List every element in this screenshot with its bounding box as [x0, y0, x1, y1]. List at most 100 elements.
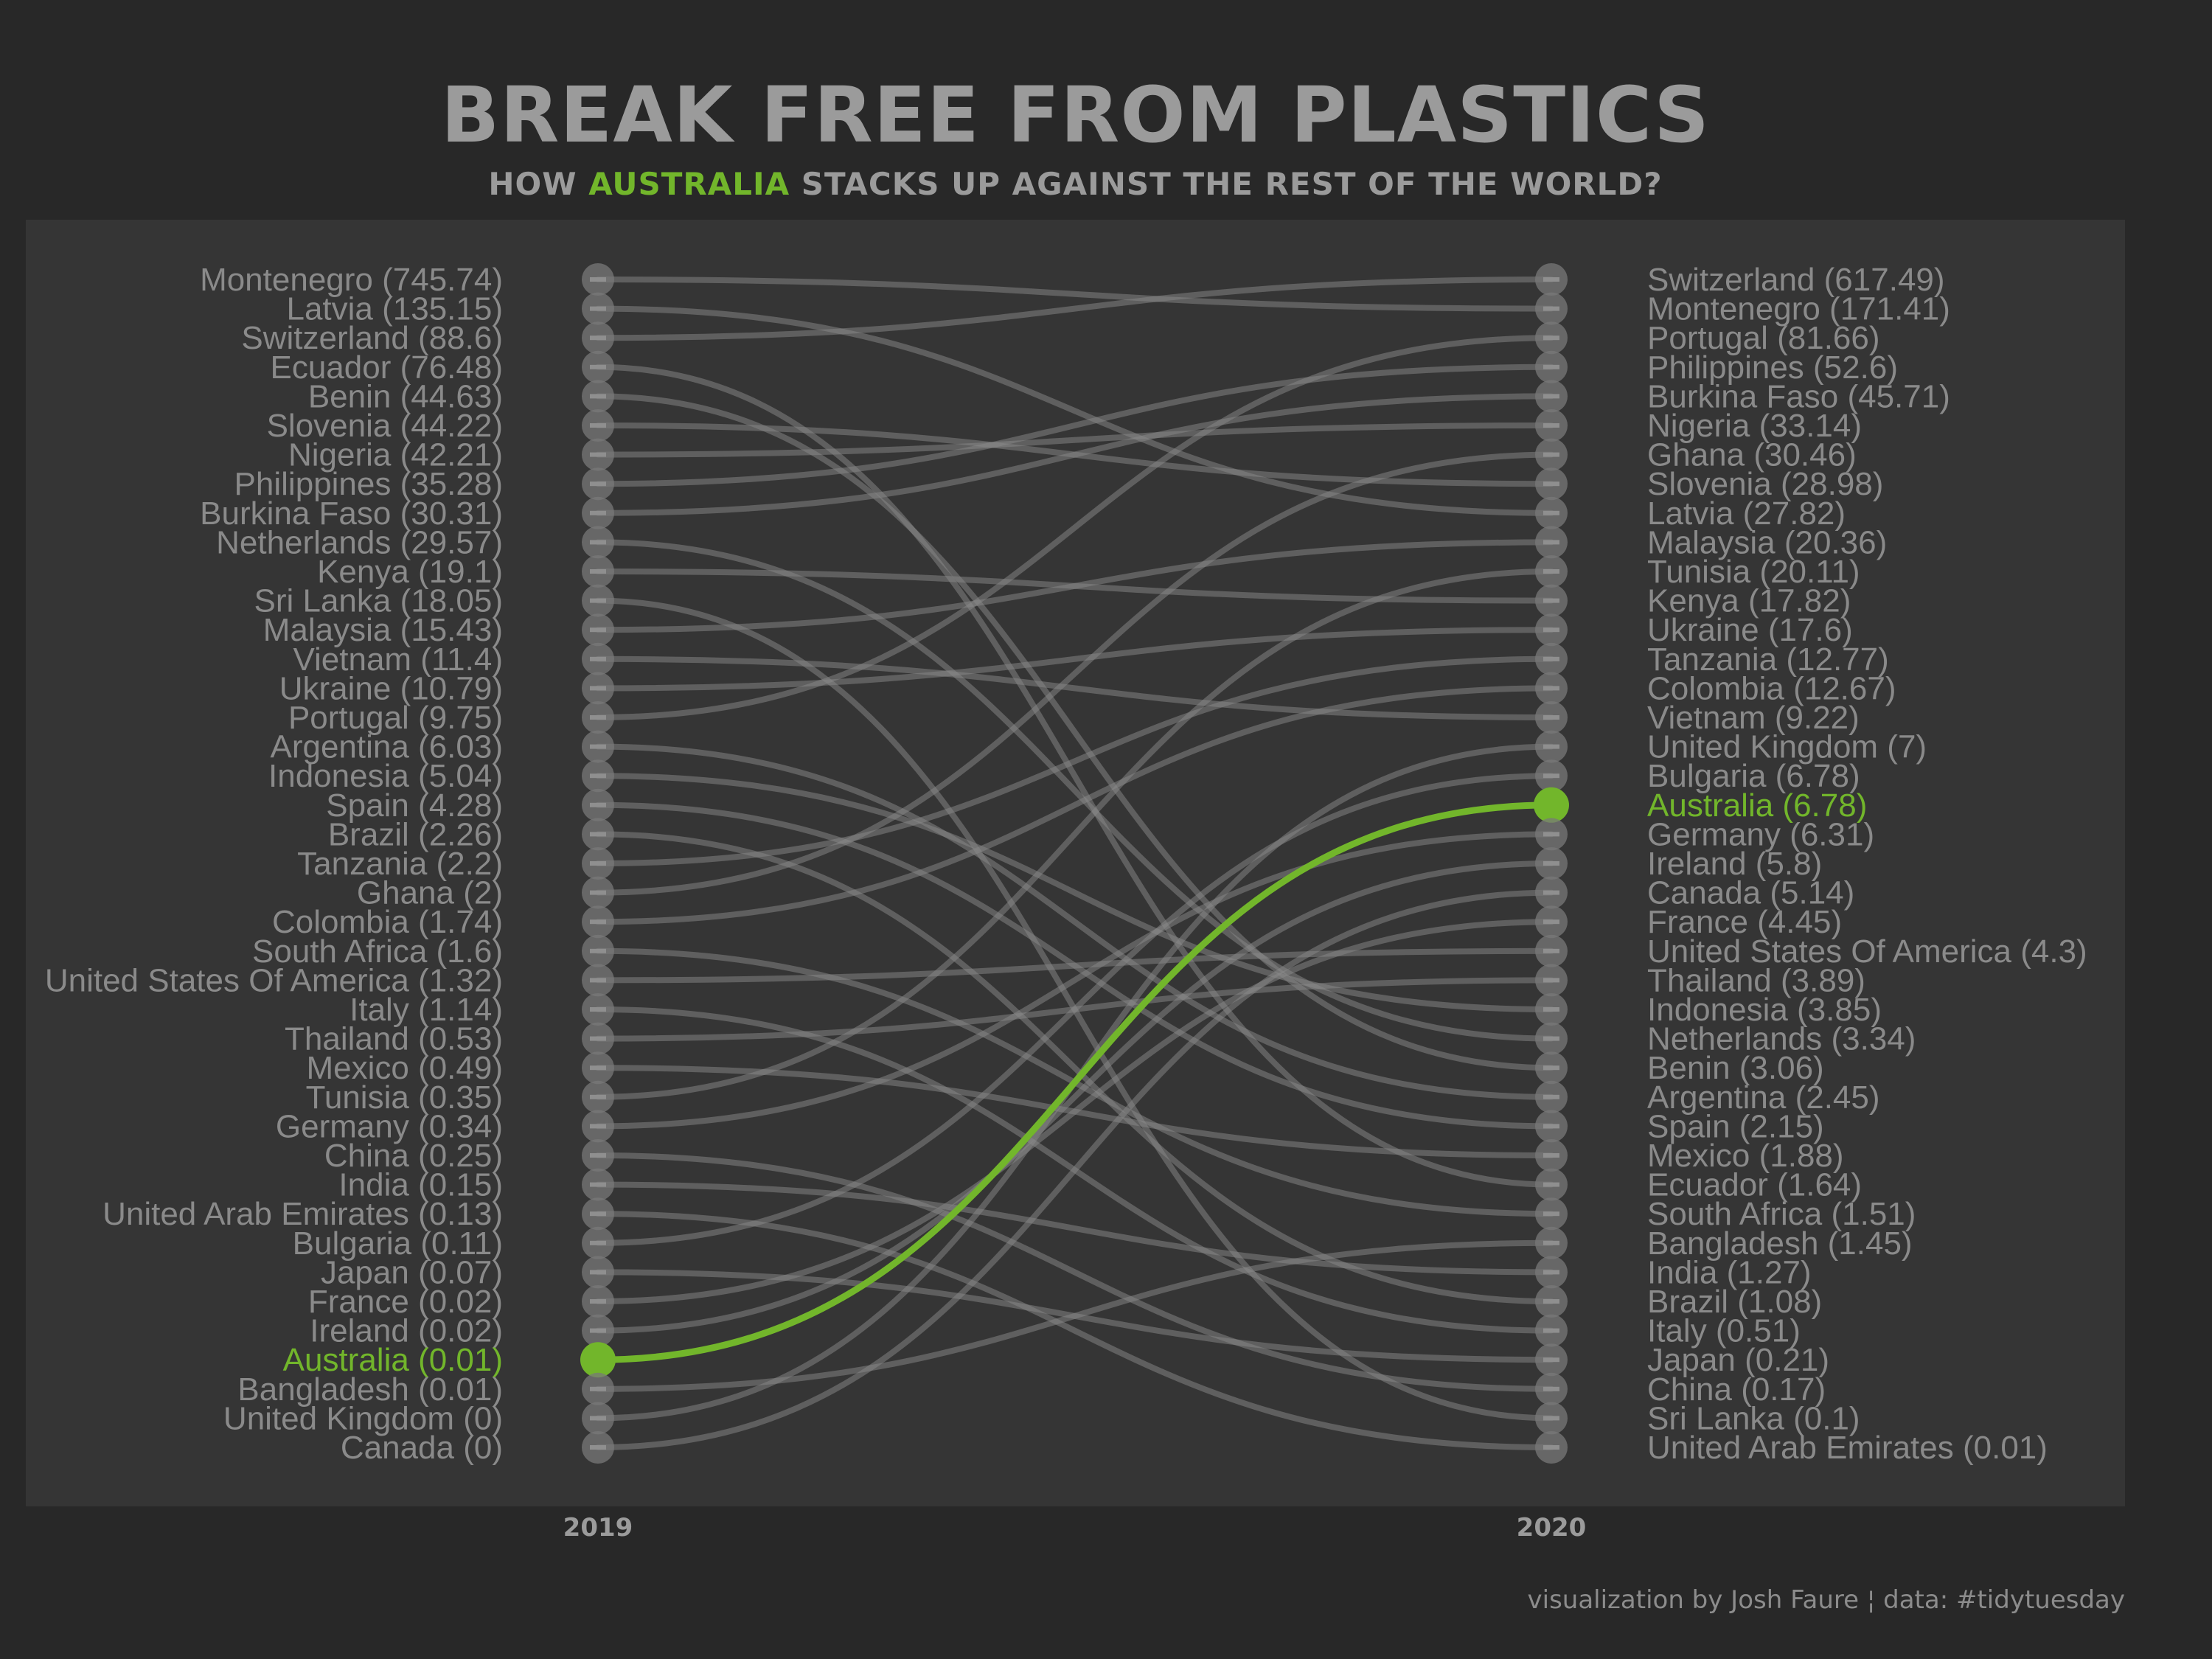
caption: visualization by Josh Faure ¦ data: #tid…	[1527, 1585, 2126, 1615]
subtitle-before: HOW	[488, 166, 589, 202]
line-ireland	[595, 860, 1554, 1334]
subtitle-highlight: AUSTRALIA	[588, 166, 790, 202]
label-2020-mexico: Mexico (1.88)	[1647, 1138, 1844, 1174]
line-burkina-faso	[595, 393, 1554, 516]
point-2020-australia	[1534, 787, 1569, 823]
line-colombia	[595, 685, 1554, 925]
line-latvia	[595, 305, 1554, 516]
point-mark-2020-colombia	[1543, 686, 1559, 691]
point-mark-2020-india	[1543, 1270, 1559, 1275]
point-mark-2019-latvia	[590, 306, 606, 311]
point-mark-2019-france	[590, 1299, 606, 1304]
label-2020-malaysia: Malaysia (20.36)	[1647, 524, 1887, 560]
point-mark-2020-philippines	[1543, 364, 1559, 369]
label-2020-benin: Benin (3.06)	[1647, 1050, 1824, 1086]
label-2019-netherlands: Netherlands (29.57)	[216, 524, 503, 560]
point-mark-2020-tunisia	[1543, 569, 1559, 574]
point-mark-2020-spain	[1543, 1124, 1559, 1129]
label-2019-nigeria: Nigeria (42.21)	[288, 437, 503, 473]
point-mark-2020-indonesia	[1543, 1007, 1559, 1012]
label-2020-japan: Japan (0.21)	[1647, 1342, 1829, 1378]
label-2020-united-states-of-america: United States Of America (4.3)	[1647, 933, 2087, 970]
label-2019-bulgaria: Bulgaria (0.11)	[293, 1225, 503, 1262]
point-mark-2020-ukraine	[1543, 627, 1559, 633]
label-2019-australia: Australia (0.01)	[283, 1342, 503, 1378]
point-mark-2019-malaysia	[590, 627, 606, 633]
highlight-line-group	[594, 801, 1555, 1363]
label-2019-south-africa: South Africa (1.6)	[252, 933, 503, 970]
point-mark-2020-netherlands	[1543, 1036, 1559, 1041]
label-2019-kenya: Kenya (19.1)	[317, 554, 503, 590]
point-mark-2020-bulgaria	[1543, 773, 1559, 779]
line-malaysia	[595, 539, 1554, 633]
label-2020-bangladesh: Bangladesh (1.45)	[1647, 1225, 1913, 1262]
label-2020-portugal: Portugal (81.66)	[1647, 320, 1880, 356]
point-mark-2020-united-states-of-america	[1543, 948, 1559, 953]
label-2020-united-kingdom: United Kingdom (7)	[1647, 729, 1927, 765]
line-canada	[595, 889, 1554, 1450]
label-2020-argentina: Argentina (2.45)	[1647, 1079, 1880, 1116]
point-mark-2020-france	[1543, 919, 1559, 925]
label-2020-nigeria: Nigeria (33.14)	[1647, 408, 1862, 444]
label-2019-india: India (0.15)	[338, 1167, 503, 1203]
label-2020-ukraine: Ukraine (17.6)	[1647, 612, 1853, 648]
label-2019-bangladesh: Bangladesh (0.01)	[237, 1371, 503, 1408]
label-2020-ecuador: Ecuador (1.64)	[1647, 1167, 1862, 1203]
point-mark-2020-bangladesh	[1543, 1240, 1559, 1245]
label-2019-united-states-of-america: United States Of America (1.32)	[45, 962, 503, 998]
line-ukraine	[595, 627, 1554, 692]
line-nigeria	[595, 422, 1554, 458]
point-mark-2019-tanzania	[590, 861, 606, 866]
line-china	[595, 1152, 1554, 1392]
label-2019-indonesia: Indonesia (5.04)	[268, 758, 503, 794]
point-mark-2019-south-africa	[590, 948, 606, 953]
label-2020-france: France (4.45)	[1647, 904, 1842, 940]
point-mark-2019-switzerland	[590, 335, 606, 341]
point-mark-2020-vietnam	[1543, 715, 1559, 720]
label-2019-ireland: Ireland (0.02)	[310, 1313, 503, 1349]
label-2019-germany: Germany (0.34)	[276, 1108, 503, 1144]
label-2019-ukraine: Ukraine (10.79)	[279, 670, 503, 706]
point-mark-2019-nigeria	[590, 452, 606, 457]
chart-title: BREAK FREE FROM PLASTICS	[440, 70, 1710, 160]
x-tick-2020: 2020	[1516, 1513, 1587, 1543]
point-mark-2020-germany	[1543, 832, 1559, 837]
line-tanzania	[595, 655, 1554, 866]
point-2019-australia	[580, 1342, 616, 1378]
point-mark-2019-thailand	[590, 1036, 606, 1041]
line-benin	[595, 393, 1554, 1071]
point-mark-2020-tanzania	[1543, 656, 1559, 661]
connector-lines	[595, 276, 1554, 1450]
point-mark-2020-japan	[1543, 1357, 1559, 1363]
point-mark-2020-nigeria	[1543, 423, 1559, 428]
line-bulgaria	[595, 773, 1554, 1246]
line-indonesia	[595, 773, 1554, 1012]
label-2020-brazil: Brazil (1.08)	[1647, 1284, 1822, 1320]
label-2020-china: China (0.17)	[1647, 1371, 1826, 1408]
subtitle-after: STACKS UP AGAINST THE REST OF THE WORLD?	[790, 166, 1663, 202]
label-2020-italy: Italy (0.51)	[1647, 1313, 1801, 1349]
point-mark-2019-mexico	[590, 1065, 606, 1071]
point-mark-2020-italy	[1543, 1328, 1559, 1333]
line-tunisia	[595, 568, 1554, 1100]
label-2020-spain: Spain (2.15)	[1647, 1108, 1824, 1144]
point-mark-2020-mexico	[1543, 1153, 1559, 1158]
point-mark-2019-colombia	[590, 919, 606, 925]
label-2019-china: China (0.25)	[324, 1138, 503, 1174]
label-2019-france: France (0.02)	[308, 1284, 503, 1320]
label-2020-indonesia: Indonesia (3.85)	[1647, 992, 1882, 1028]
label-2020-india: India (1.27)	[1647, 1254, 1812, 1290]
point-mark-2020-china	[1543, 1386, 1559, 1391]
label-2020-philippines: Philippines (52.6)	[1647, 349, 1898, 386]
label-2020-tanzania: Tanzania (12.77)	[1647, 641, 1889, 678]
point-mark-2020-thailand	[1543, 978, 1559, 983]
point-mark-2020-ecuador	[1543, 1182, 1559, 1187]
label-2020-united-arab-emirates: United Arab Emirates (0.01)	[1647, 1430, 2048, 1466]
label-2019-tanzania: Tanzania (2.2)	[297, 846, 503, 882]
line-ecuador	[595, 364, 1554, 1188]
point-mark-2019-bangladesh	[590, 1386, 606, 1391]
point-mark-2019-china	[590, 1153, 606, 1158]
label-2019-tunisia: Tunisia (0.35)	[306, 1079, 503, 1116]
point-mark-2020-brazil	[1543, 1299, 1559, 1304]
point-mark-2020-slovenia	[1543, 481, 1559, 487]
